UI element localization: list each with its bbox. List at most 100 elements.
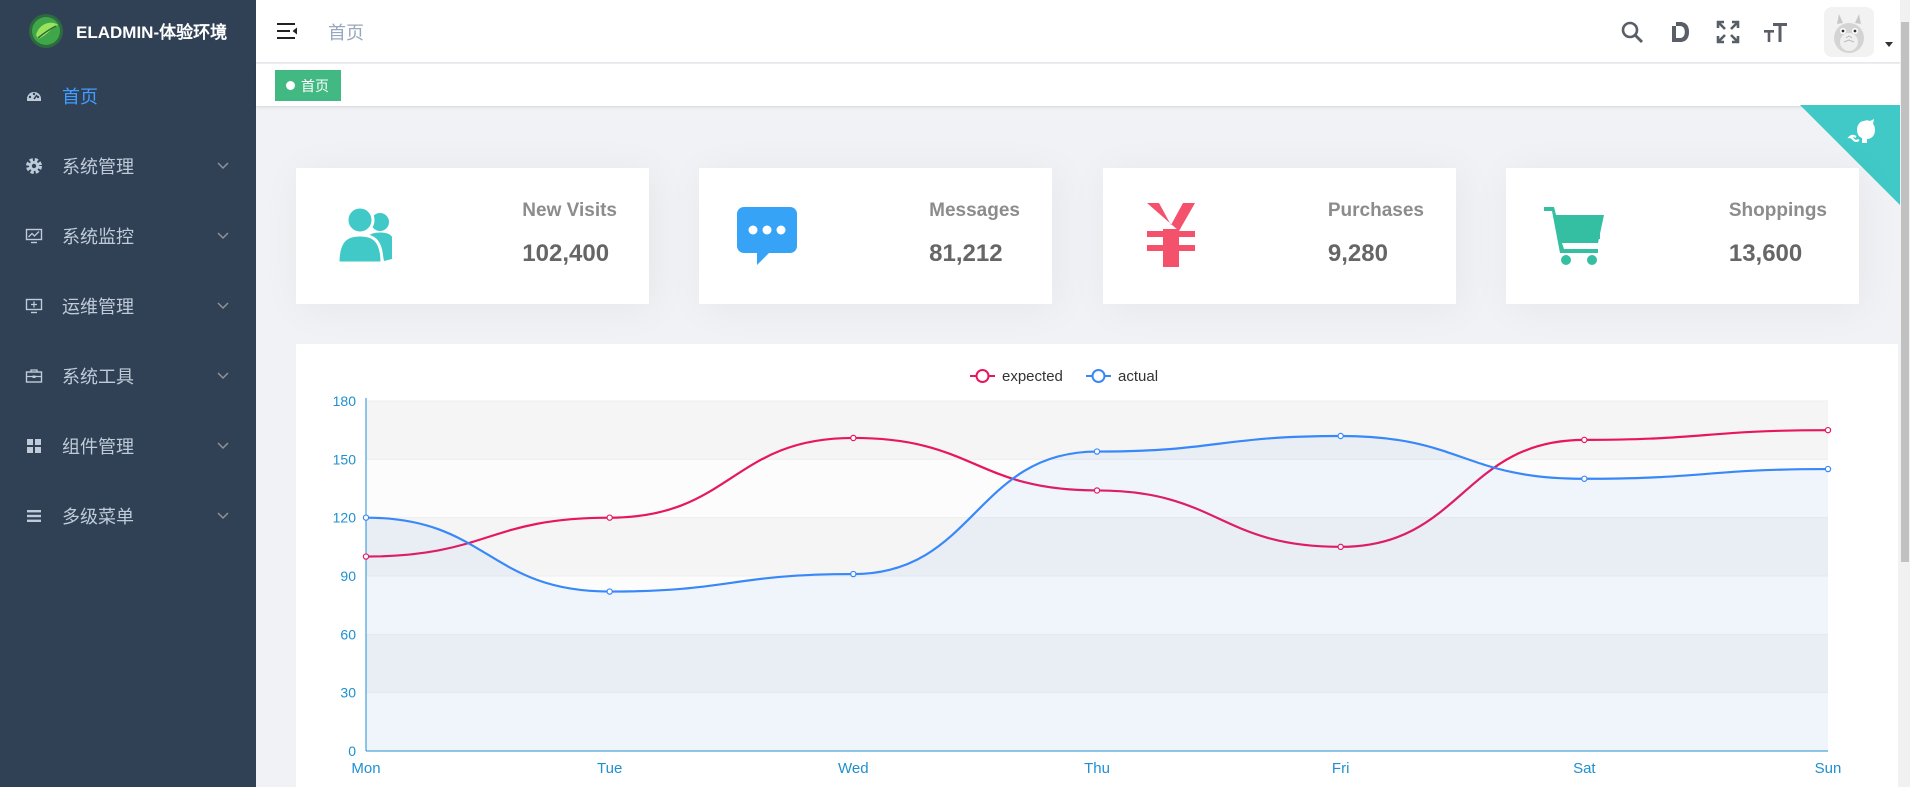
sidebar-item-label: 多级菜单 — [62, 507, 134, 527]
grid-icon — [24, 436, 44, 456]
message-icon — [733, 201, 801, 269]
scrollbar-thumb[interactable] — [1901, 22, 1909, 562]
data-point-expected — [1093, 487, 1101, 494]
search-icon[interactable] — [1619, 19, 1645, 45]
tag-active-dot — [286, 81, 295, 90]
data-point-actual — [1093, 448, 1101, 455]
chevron-down-icon — [217, 372, 229, 380]
user-menu[interactable] — [1824, 7, 1893, 57]
y-tick-label: 0 — [348, 743, 356, 759]
data-point-expected — [606, 514, 613, 521]
sidebar-item-home[interactable]: 首页 — [0, 61, 256, 131]
panel-messages[interactable]: Messages 81,212 — [699, 168, 1052, 304]
sidebar-item-label: 系统工具 — [62, 367, 134, 387]
data-point-actual — [1337, 432, 1344, 440]
font-size-icon[interactable] — [1763, 19, 1789, 45]
chevron-down-icon — [217, 232, 229, 240]
split-area-band — [366, 634, 1828, 693]
yen-icon — [1137, 201, 1205, 269]
split-area-band — [366, 692, 1828, 751]
sidebar-item-system[interactable]: 系统管理 — [0, 131, 256, 201]
data-point-expected — [1337, 543, 1344, 551]
x-tick-label: Fri — [1332, 760, 1350, 777]
chevron-down-icon — [217, 302, 229, 310]
sidebar-item-tools[interactable]: 系统工具 — [0, 341, 256, 411]
toolbox-icon — [24, 366, 44, 386]
panel-label: Shoppings — [1728, 200, 1827, 221]
panel-value: 13,600 — [1728, 240, 1803, 267]
totoro-avatar-icon — [1834, 14, 1864, 53]
data-point-actual — [606, 588, 613, 595]
dashboard-icon — [24, 86, 44, 106]
chevron-down-icon — [217, 442, 229, 450]
sidebar-item-label: 运维管理 — [62, 297, 134, 317]
x-tick-label: Sun — [1815, 760, 1842, 777]
data-point-expected — [1824, 426, 1832, 434]
chevron-down-icon — [217, 512, 229, 520]
y-tick-label: 90 — [340, 568, 356, 584]
sidebar-item-monitor[interactable]: 系统监控 — [0, 201, 256, 271]
tag-home[interactable]: 首页 — [275, 70, 341, 101]
data-point-actual — [850, 570, 857, 578]
data-point-expected — [362, 553, 370, 560]
split-area-band — [366, 576, 1828, 635]
navbar-actions — [1608, 7, 1910, 57]
fullscreen-icon[interactable] — [1715, 19, 1741, 45]
gear-icon — [24, 156, 44, 176]
github-corner-icon[interactable] — [1800, 105, 1900, 205]
x-tick-label: Thu — [1084, 760, 1110, 777]
panel-label: New Visits — [522, 200, 617, 221]
monitor-chart-icon — [24, 226, 44, 246]
panel-new-visits[interactable]: New Visits 102,400 — [296, 168, 649, 304]
x-tick-label: Wed — [838, 760, 869, 777]
x-tick-label: Mon — [351, 760, 380, 777]
chevron-down-icon — [217, 162, 229, 170]
app-title: ELADMIN-体验环境 — [76, 23, 228, 42]
data-point-actual — [1824, 465, 1832, 473]
data-point-actual — [362, 514, 370, 521]
data-point-expected — [850, 434, 857, 442]
sidebar-item-label: 首页 — [62, 87, 98, 107]
server-monitor-icon — [24, 296, 44, 316]
logo[interactable]: ELADMIN-体验环境 — [0, 0, 256, 61]
shopping-cart-icon — [1540, 201, 1608, 269]
x-tick-label: Sat — [1573, 760, 1596, 777]
hamburger-icon[interactable] — [276, 20, 298, 42]
sidebar-item-components[interactable]: 组件管理 — [0, 411, 256, 481]
y-tick-label: 30 — [340, 685, 356, 701]
panel-desc: Purchases 9,280 — [1328, 200, 1424, 268]
y-tick-label: 120 — [333, 510, 357, 526]
data-point-expected — [1581, 436, 1588, 444]
line-chart-card: 0 30 60 90 120 150 180 Mon Tue Wed Thu Fri Sat Sun exp… — [296, 344, 1898, 787]
panel-label: Purchases — [1327, 200, 1424, 221]
sidebar-item-ops[interactable]: 运维管理 — [0, 271, 256, 341]
sidebar: ELADMIN-体验环境 首页 系统管理 系统监控 运维管 — [0, 0, 256, 787]
y-tick-label: 150 — [333, 451, 357, 467]
caret-down-icon — [1885, 42, 1893, 47]
sidebar-item-label: 系统监控 — [62, 227, 134, 247]
avatar — [1824, 7, 1874, 57]
y-tick-label: 180 — [333, 393, 357, 409]
actual-area-fill — [366, 436, 1828, 751]
split-area-band — [366, 517, 1828, 576]
panel-desc: New Visits 102,400 — [522, 200, 617, 268]
breadcrumb: 首页 — [328, 23, 364, 43]
panel-value: 81,212 — [929, 240, 1003, 267]
list-icon — [24, 506, 44, 526]
doc-icon[interactable] — [1667, 19, 1693, 45]
legend-marker-actual — [1091, 369, 1106, 383]
data-point-actual — [1581, 475, 1588, 482]
people-icon — [330, 201, 398, 269]
panel-purchases[interactable]: Purchases 9,280 — [1103, 168, 1456, 304]
sidebar-item-nested-menu[interactable]: 多级菜单 — [0, 481, 256, 551]
tags-view: 首页 — [256, 64, 1910, 106]
sidebar-item-label: 系统管理 — [62, 157, 134, 177]
logo-leaf-icon — [29, 13, 63, 48]
tag-label: 首页 — [301, 77, 329, 94]
page-scrollbar[interactable] — [1900, 0, 1910, 787]
panel-shoppings[interactable]: Shoppings 13,600 — [1506, 168, 1859, 304]
legend-marker-expected — [975, 369, 990, 383]
panel-value: 102,400 — [522, 240, 610, 267]
panel-desc: Messages 81,212 — [929, 200, 1020, 268]
legend-label: actual — [1118, 368, 1158, 385]
